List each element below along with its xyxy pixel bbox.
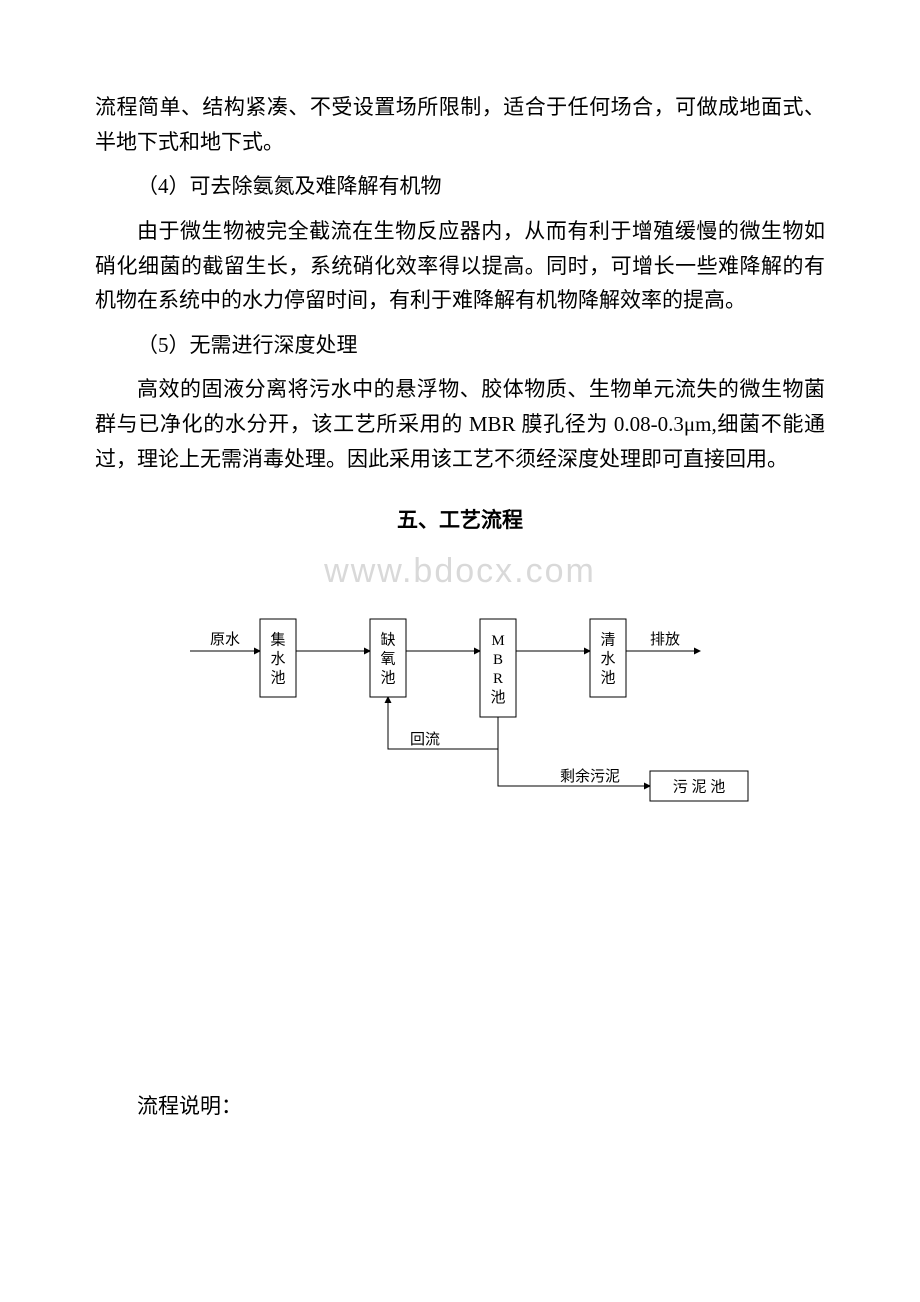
svg-text:池: 池 xyxy=(270,670,285,687)
svg-text:R: R xyxy=(493,671,503,687)
svg-text:原水: 原水 xyxy=(210,631,240,648)
svg-text:池: 池 xyxy=(380,670,395,687)
svg-text:水: 水 xyxy=(600,651,615,668)
document-page: 流程简单、结构紧凑、不受设置场所限制，适合于任何场合，可做成地面式、半地下式和地… xyxy=(0,0,920,1194)
flowchart-container: 原水排放回流剩余污泥集水池缺氧池MBR池清水池污 泥 池 xyxy=(95,609,825,809)
svg-text:池: 池 xyxy=(490,689,505,706)
paragraph-4: （5）无需进行深度处理 xyxy=(95,328,825,363)
watermark-text: www.bdocx.com xyxy=(95,552,825,591)
svg-text:集: 集 xyxy=(270,632,285,649)
svg-text:排放: 排放 xyxy=(650,631,680,648)
paragraph-5: 高效的固液分离将污水中的悬浮物、胶体物质、生物单元流失的微生物菌群与已净化的水分… xyxy=(95,372,825,476)
svg-text:氧: 氧 xyxy=(380,651,395,668)
svg-text:回流: 回流 xyxy=(410,731,440,748)
svg-text:剩余污泥: 剩余污泥 xyxy=(560,767,620,785)
svg-text:池: 池 xyxy=(600,670,615,687)
svg-text:B: B xyxy=(493,652,503,668)
paragraph-2: （4）可去除氨氮及难降解有机物 xyxy=(95,169,825,204)
section-heading-5: 五、工艺流程 xyxy=(95,504,825,534)
svg-text:清: 清 xyxy=(600,632,615,649)
paragraph-1: 流程简单、结构紧凑、不受设置场所限制，适合于任何场合，可做成地面式、半地下式和地… xyxy=(95,90,825,159)
paragraph-3: 由于微生物被完全截流在生物反应器内，从而有利于增殖缓慢的微生物如硝化细菌的截留生… xyxy=(95,214,825,318)
footer-label: 流程说明： xyxy=(95,1089,825,1124)
svg-text:污 泥 池: 污 泥 池 xyxy=(673,779,726,796)
svg-text:水: 水 xyxy=(270,651,285,668)
svg-text:M: M xyxy=(491,633,504,649)
process-flowchart: 原水排放回流剩余污泥集水池缺氧池MBR池清水池污 泥 池 xyxy=(160,609,760,809)
svg-text:缺: 缺 xyxy=(380,632,395,649)
